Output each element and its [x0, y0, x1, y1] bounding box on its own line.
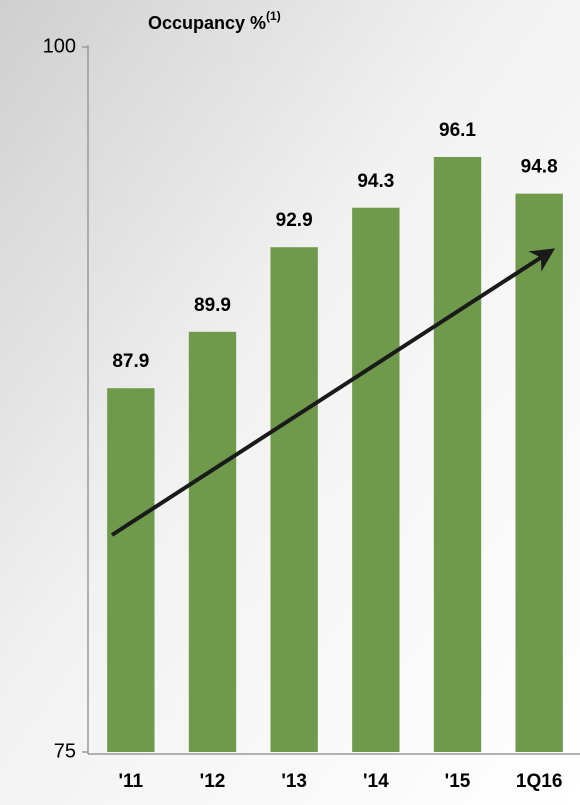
value-label: 89.9	[194, 295, 231, 316]
value-label: 92.9	[276, 210, 313, 231]
value-label: 96.1	[439, 120, 476, 141]
y-tick-label: 100	[43, 35, 76, 57]
y-tick-label: 75	[54, 740, 76, 762]
title-text: Occupancy %	[148, 13, 266, 33]
x-tick-label: 1Q16	[516, 771, 562, 792]
x-tick-label: '11	[119, 771, 144, 792]
bar	[270, 247, 318, 752]
bar	[433, 156, 482, 753]
title-superscript: (1)	[266, 9, 281, 23]
chart-title: Occupancy %(1)	[148, 9, 281, 33]
bar	[515, 193, 563, 752]
value-label: 94.8	[521, 157, 558, 178]
bar	[352, 207, 400, 753]
x-tick-label: '13	[281, 771, 307, 792]
x-tick-label: '12	[200, 771, 226, 792]
bar	[107, 388, 155, 752]
x-tick-label: '14	[363, 771, 389, 792]
trend-arrow	[110, 248, 556, 537]
x-tick-label: '15	[445, 771, 471, 792]
value-label: 94.3	[357, 171, 394, 192]
value-label: 87.9	[112, 351, 149, 372]
bar	[188, 331, 237, 752]
